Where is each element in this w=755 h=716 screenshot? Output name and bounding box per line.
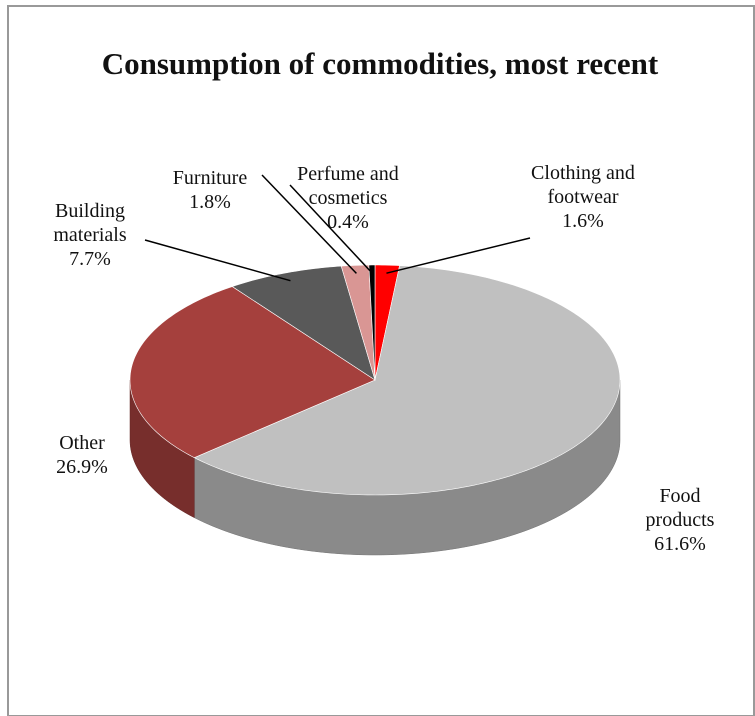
category-label: Perfume and cosmetics <box>297 163 399 209</box>
slice-label: Building materials 7.7% <box>30 199 150 271</box>
leader-line <box>261 174 357 274</box>
slice <box>368 264 376 381</box>
slice <box>193 265 621 496</box>
value-label: 26.9% <box>56 456 108 478</box>
value-label: 61.6% <box>654 533 706 555</box>
leader-line <box>289 184 373 274</box>
slice-label: Clothing and footwear 1.6% <box>523 161 643 233</box>
slice-label: Food products 61.6% <box>625 484 735 556</box>
leader-line <box>386 237 531 274</box>
category-label: Furniture <box>172 167 248 189</box>
category-label: Other <box>59 432 105 454</box>
category-label: Clothing and footwear <box>531 162 635 208</box>
pie-tops <box>129 264 621 496</box>
frame <box>7 5 755 716</box>
value-label: 7.7% <box>69 248 111 270</box>
slice <box>129 286 376 458</box>
category-label: Food products <box>645 485 715 531</box>
slice <box>231 265 376 381</box>
chart-title: Consumption of commodities, most recent <box>101 46 659 81</box>
slice-label: Other 26.9% <box>22 431 142 479</box>
value-label: 1.8% <box>189 191 231 213</box>
leader-line <box>144 239 291 282</box>
slice-label: Perfume and cosmetics 0.4% <box>288 162 408 234</box>
value-label: 0.4% <box>327 211 369 233</box>
leader-lines <box>144 174 531 282</box>
value-label: 1.6% <box>562 210 604 232</box>
category-label: Building materials <box>53 200 127 246</box>
slice <box>340 264 376 381</box>
slice-label: Furniture 1.8% <box>150 166 270 214</box>
